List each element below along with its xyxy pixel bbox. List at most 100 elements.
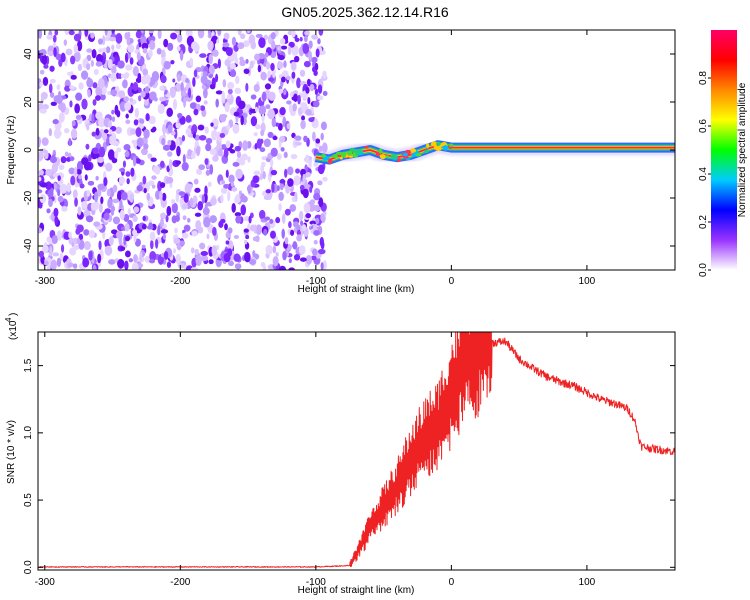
spectrogram-cell — [57, 195, 64, 203]
spectrogram-cell — [139, 251, 143, 262]
spectrogram-cell — [255, 235, 260, 243]
spectrogram-cell — [258, 209, 266, 220]
spectrogram-cell — [134, 107, 140, 118]
spectrogram-cell — [105, 46, 111, 54]
spectrogram-cell — [172, 78, 176, 83]
track-blob — [339, 157, 343, 160]
spectrogram-cell — [137, 95, 142, 102]
spectrogram-cell — [220, 114, 228, 119]
spectrogram-cell — [73, 33, 82, 42]
spectrogram-cell — [150, 157, 157, 162]
spectrogram-cell — [299, 36, 303, 42]
track-blob — [415, 153, 422, 157]
spectrogram-cell — [166, 261, 172, 268]
spectrogram-cell — [174, 227, 178, 234]
x-tick-label: -300 — [35, 276, 55, 287]
spectrogram-cell — [57, 175, 61, 181]
track-blob — [435, 145, 442, 152]
spectrogram-cell — [309, 199, 316, 205]
spectrogram-cell — [127, 208, 131, 216]
spectrogram-cell — [294, 55, 300, 63]
spectrogram-cell — [150, 239, 154, 250]
spectrogram-cell — [92, 82, 98, 89]
track-blob — [348, 155, 354, 158]
spectrogram-cell — [235, 75, 240, 85]
track-blob — [409, 148, 417, 153]
spectrogram-cell — [111, 44, 115, 50]
spectrogram-cell — [183, 224, 191, 232]
spectrogram-cell — [133, 206, 140, 214]
spectrogram-cell — [187, 148, 192, 157]
spectrogram-cell — [162, 123, 167, 135]
spectrogram-cell — [195, 145, 201, 157]
spectrogram-cell — [304, 30, 310, 36]
spectrogram-cell — [161, 192, 167, 202]
x-tick-label: -300 — [35, 577, 55, 588]
spectrogram-cell — [157, 30, 162, 40]
spectrogram-cell — [96, 156, 105, 164]
spectrogram-cell — [49, 92, 55, 98]
spectrogram-cell — [199, 53, 207, 58]
spectrogram-cell — [119, 199, 123, 209]
spectrogram-cell — [88, 229, 95, 239]
spectrogram-cell — [279, 38, 286, 45]
spectrogram-cell — [313, 192, 321, 201]
spectrogram-cell — [125, 119, 131, 125]
spectrogram-cell — [240, 193, 246, 202]
spectrogram-cell — [297, 94, 301, 105]
spectrogram-cell — [185, 77, 190, 84]
spectrogram-cell — [173, 248, 177, 254]
spectrogram-cell — [286, 123, 291, 130]
spectrogram-cell — [52, 252, 60, 257]
spectrogram-cell — [303, 35, 308, 43]
spectrogram-cell — [181, 232, 189, 239]
spectrogram-cell — [127, 44, 135, 53]
snr-series — [38, 332, 675, 568]
spectrogram-cell — [179, 240, 185, 246]
x-tick-label: -100 — [306, 276, 326, 287]
spectrogram-cell — [189, 197, 194, 207]
spectrogram-cell — [222, 42, 230, 48]
spectrogram-cell — [65, 48, 73, 56]
spectrogram-cell — [96, 187, 102, 197]
spectrogram-cell — [296, 234, 302, 242]
spectrogram-cell — [49, 78, 56, 84]
spectrogram-cell — [141, 244, 146, 249]
spectrogram-cell — [223, 32, 230, 40]
spectrogram-cell — [111, 157, 118, 164]
spectrogram-cell — [287, 178, 294, 187]
spectrogram-cell — [248, 215, 252, 224]
spectrogram-cell — [48, 83, 53, 94]
spectrogram-cell — [229, 149, 236, 154]
spectrogram-cell — [192, 195, 198, 205]
spectrogram-cell — [269, 159, 274, 167]
spectrogram-cell — [317, 95, 324, 101]
spectrogram-cell — [234, 87, 242, 94]
spectrogram-cell — [76, 160, 84, 172]
spectrogram-cell — [311, 248, 318, 256]
spectrogram-cell — [136, 184, 143, 192]
spectrogram-cell — [274, 108, 278, 114]
spectrogram-cell — [200, 255, 209, 262]
spectrogram-cell — [221, 91, 226, 102]
spectrogram-cell — [129, 97, 134, 103]
spectrogram-cell — [139, 118, 145, 125]
x-tick-label: -100 — [306, 577, 326, 588]
spectrogram-cell — [189, 102, 196, 109]
spectrogram-cell — [223, 148, 229, 158]
spectrogram-cell — [181, 135, 186, 142]
spectrogram-cell — [303, 60, 311, 68]
spectrogram-cell — [149, 40, 156, 51]
spectrogram-cell — [108, 135, 117, 146]
spectrogram-x-label: Height of straight line (km) — [298, 284, 415, 295]
spectrogram-cell — [275, 252, 279, 257]
spectrogram-cell — [78, 82, 84, 90]
spectrogram-cell — [103, 129, 109, 134]
spectrogram-cell — [199, 242, 206, 250]
spectrogram-cell — [108, 259, 116, 265]
spectrogram-cell — [268, 77, 275, 82]
spectrogram-cell — [233, 111, 240, 117]
spectrogram-cell — [52, 34, 57, 43]
spectrogram-cell — [296, 77, 301, 89]
spectrogram-cell — [63, 39, 68, 46]
